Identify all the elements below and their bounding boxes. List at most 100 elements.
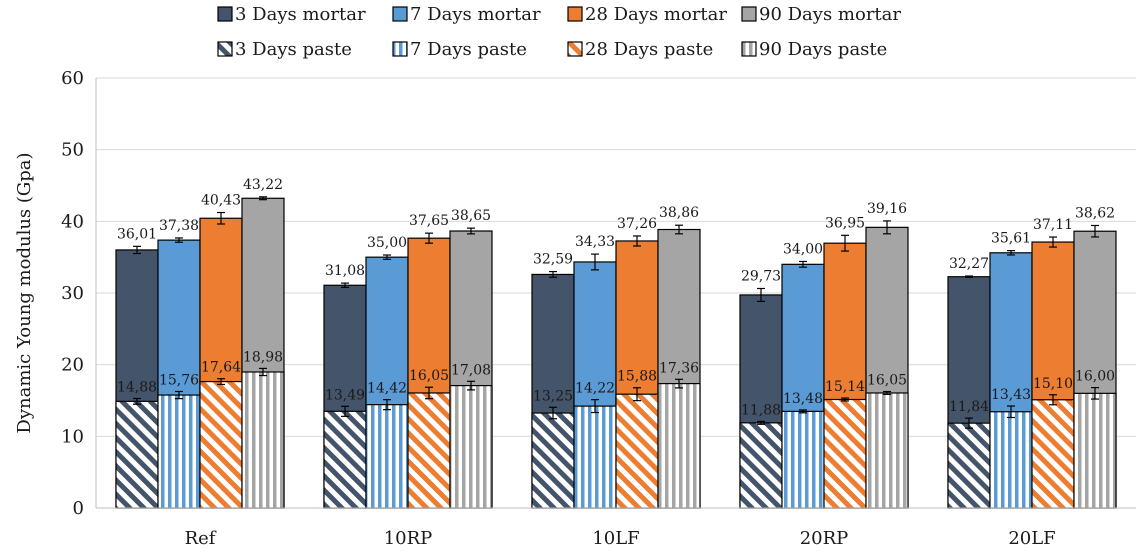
bar-paste-3d bbox=[739, 422, 783, 509]
data-label-mortar: 34,00 bbox=[783, 241, 823, 257]
data-label-paste: 17,08 bbox=[451, 362, 491, 378]
bar-paste-28d bbox=[615, 393, 659, 509]
data-label-mortar: 37,11 bbox=[1033, 217, 1073, 233]
error-bar bbox=[883, 390, 891, 396]
error-bar bbox=[175, 237, 183, 243]
error-bar bbox=[133, 397, 141, 405]
legend: 3 Days mortar 7 Days mortar 28 Days mortar… bbox=[217, 4, 901, 60]
data-label-mortar: 43,22 bbox=[243, 177, 283, 193]
data-label-paste: 13,48 bbox=[783, 391, 823, 407]
legend-label: 3 Days paste bbox=[235, 39, 352, 60]
error-bar bbox=[341, 405, 349, 417]
legend-label: 90 Days paste bbox=[759, 39, 887, 60]
bar-paste-7d bbox=[157, 394, 201, 509]
error-bar bbox=[633, 387, 641, 402]
bar-paste-3d bbox=[947, 422, 991, 509]
bar-paste-3d bbox=[115, 400, 159, 509]
error-bar bbox=[675, 224, 683, 235]
error-bar bbox=[965, 417, 973, 429]
x-tick-label: Ref bbox=[185, 528, 217, 549]
data-label-mortar: 38,65 bbox=[451, 208, 491, 224]
bar-paste-3d bbox=[323, 410, 367, 509]
data-label-mortar: 36,95 bbox=[825, 215, 865, 231]
error-bar bbox=[883, 220, 891, 235]
legend-label: 28 Days paste bbox=[585, 39, 713, 60]
legend-entry: 28 Days paste bbox=[567, 39, 713, 60]
data-label-mortar: 32,59 bbox=[533, 252, 573, 268]
legend-label: 3 Days mortar bbox=[235, 4, 366, 25]
legend-label: 7 Days paste bbox=[410, 39, 527, 60]
legend-entry: 90 Days paste bbox=[741, 39, 887, 60]
data-label-mortar: 37,65 bbox=[409, 213, 449, 229]
error-bar bbox=[1007, 250, 1015, 256]
y-tick-label: 0 bbox=[73, 498, 84, 519]
data-label-mortar: 40,43 bbox=[201, 193, 241, 209]
error-bar bbox=[841, 234, 849, 252]
error-bar bbox=[467, 227, 475, 235]
data-label-paste: 15,76 bbox=[159, 372, 199, 388]
data-label-paste: 15,88 bbox=[617, 369, 657, 385]
data-label-paste: 14,22 bbox=[575, 381, 615, 397]
error-bar bbox=[549, 270, 557, 278]
data-label-paste: 13,49 bbox=[325, 387, 365, 403]
data-label-mortar: 29,73 bbox=[741, 268, 781, 284]
data-label-mortar: 34,33 bbox=[575, 234, 615, 250]
bar-paste-90d bbox=[865, 392, 909, 509]
data-label-mortar: 39,16 bbox=[867, 201, 907, 217]
error-bar bbox=[341, 282, 349, 289]
error-bar bbox=[591, 253, 599, 271]
data-label-mortar: 35,00 bbox=[367, 235, 407, 251]
data-label-paste: 13,43 bbox=[991, 387, 1031, 403]
error-bar bbox=[383, 254, 391, 260]
bars bbox=[115, 197, 1117, 509]
axes: 0 10 20 30 40 50 60 Ref 10RP 10LF 20RP 20LF bbox=[61, 68, 1136, 549]
data-label-mortar: 38,86 bbox=[659, 205, 699, 221]
legend-swatch bbox=[217, 6, 233, 22]
error-bar bbox=[841, 397, 849, 402]
data-label-mortar: 37,26 bbox=[617, 216, 657, 232]
data-label-mortar: 36,01 bbox=[117, 226, 157, 242]
bar-paste-28d bbox=[1031, 399, 1075, 509]
error-bar bbox=[425, 386, 433, 400]
error-bar bbox=[383, 399, 391, 411]
legend-entry: 7 Days paste bbox=[392, 39, 527, 60]
bar-paste-90d bbox=[241, 371, 285, 509]
error-bar bbox=[757, 420, 765, 425]
data-label-paste: 16,05 bbox=[409, 368, 449, 384]
y-tick-label: 50 bbox=[61, 140, 84, 161]
x-tick-label: 10LF bbox=[592, 528, 639, 549]
bar-paste-28d bbox=[823, 398, 867, 509]
data-label-mortar: 32,27 bbox=[949, 256, 989, 272]
legend-swatch bbox=[741, 6, 757, 22]
error-bar bbox=[1007, 405, 1015, 419]
data-label-paste: 11,84 bbox=[949, 399, 989, 415]
data-label-paste: 16,05 bbox=[867, 373, 907, 389]
bar-paste-7d bbox=[573, 405, 617, 509]
data-label-paste: 17,64 bbox=[201, 360, 241, 376]
bar-paste-28d bbox=[407, 392, 451, 509]
bar-paste-7d bbox=[781, 410, 825, 509]
error-bar bbox=[133, 245, 141, 255]
error-bar bbox=[1091, 224, 1099, 238]
data-label-paste: 16,00 bbox=[1075, 369, 1115, 385]
error-bar bbox=[549, 406, 557, 420]
error-bars bbox=[133, 196, 1099, 429]
error-bar bbox=[757, 287, 765, 302]
y-tick-label: 20 bbox=[61, 355, 84, 376]
error-bar bbox=[1049, 236, 1057, 248]
bar-paste-7d bbox=[365, 404, 409, 509]
legend-entry: 7 Days mortar bbox=[392, 4, 541, 25]
data-label-paste: 13,25 bbox=[533, 388, 573, 404]
legend-swatch bbox=[567, 6, 583, 22]
error-bar bbox=[259, 196, 267, 201]
data-label-mortar: 35,61 bbox=[991, 231, 1031, 247]
data-label-paste: 17,36 bbox=[659, 360, 699, 376]
legend-label: 7 Days mortar bbox=[410, 4, 541, 25]
legend-swatch bbox=[741, 41, 757, 57]
bar-paste-3d bbox=[531, 412, 575, 509]
y-tick-label: 30 bbox=[61, 283, 84, 304]
y-axis-label: Dynamic Young modulus (Gpa) bbox=[14, 152, 35, 433]
error-bar bbox=[675, 378, 683, 389]
legend-label: 28 Days mortar bbox=[585, 4, 727, 25]
